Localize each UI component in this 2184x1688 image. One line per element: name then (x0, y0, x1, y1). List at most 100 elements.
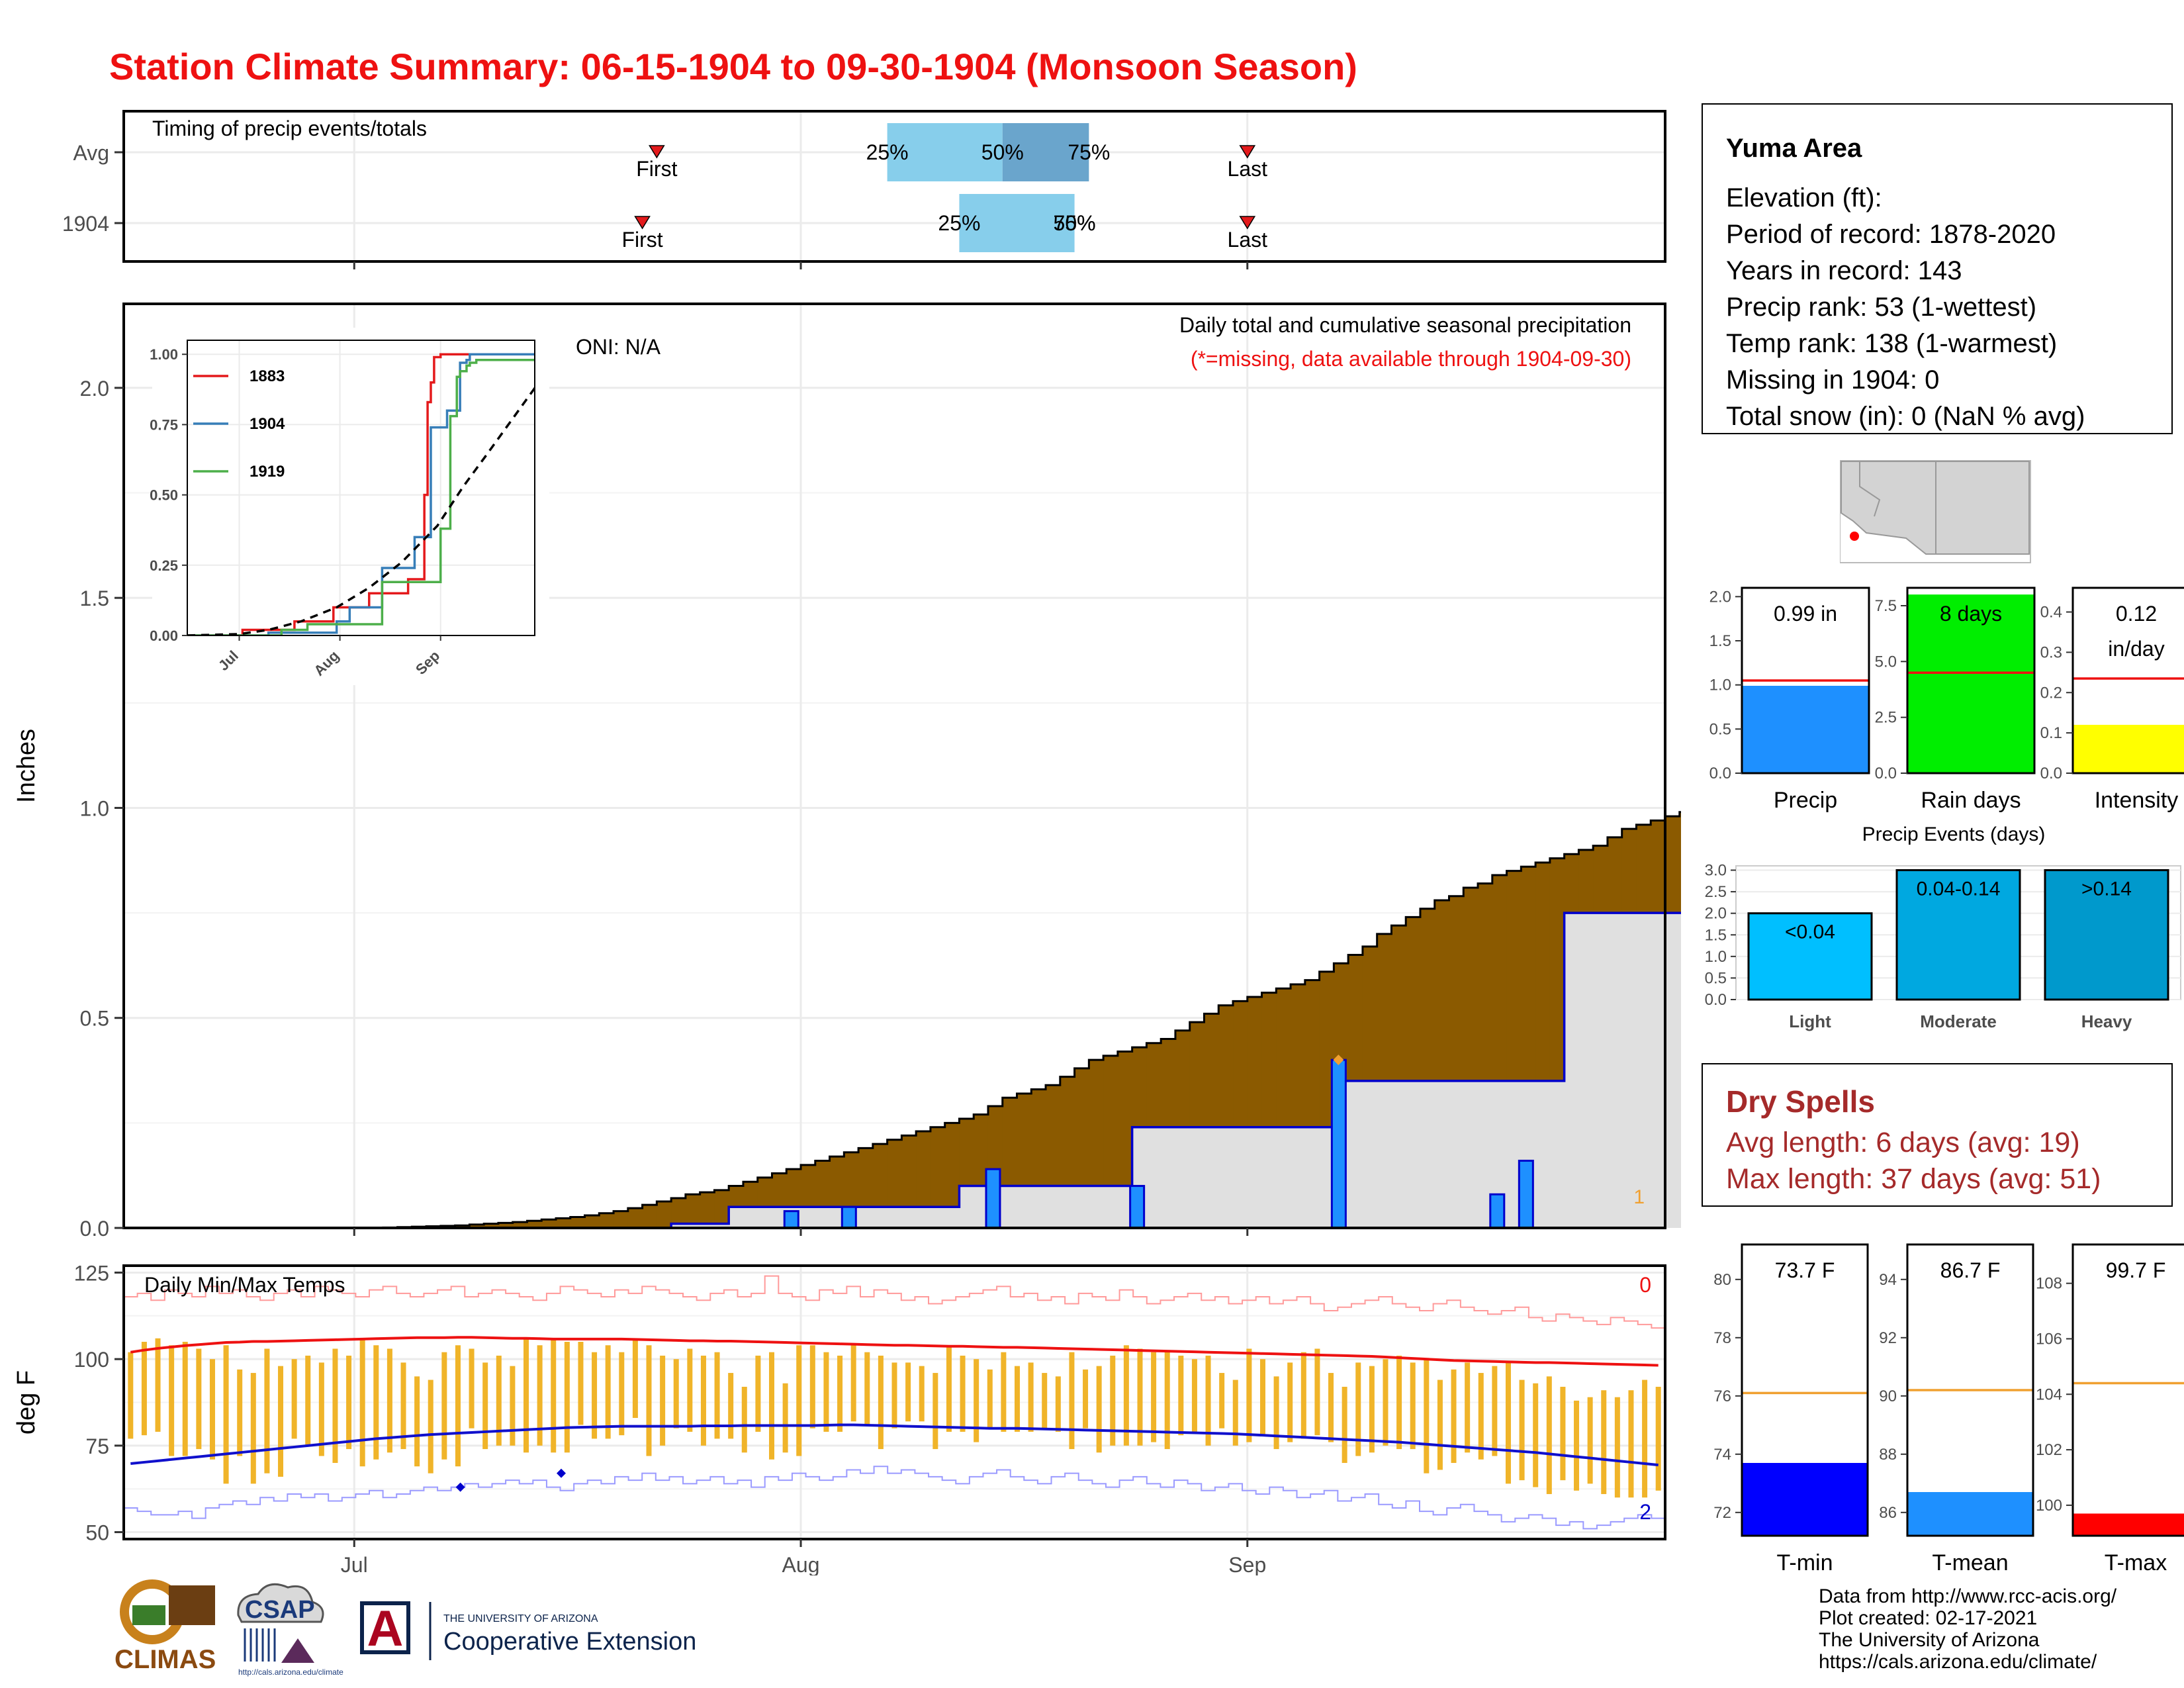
temp-range-bar (741, 1386, 747, 1453)
inset-plot-area (187, 340, 535, 635)
temp-range-bar (346, 1355, 352, 1450)
precip-deficit-area (1247, 997, 1263, 1127)
precip-deficit-area (1218, 1005, 1234, 1127)
temp-range-bar (1560, 1386, 1566, 1481)
tmean-y-tick-label: 88 (1879, 1446, 1897, 1464)
intensity-y-tick-label: 0.0 (2040, 765, 2062, 782)
temp-range-bar (1096, 1366, 1102, 1453)
events-bar (1747, 912, 1873, 1001)
temp-range-bar (400, 1362, 406, 1450)
dry-box-border (1702, 1063, 2173, 1207)
precip-total-value-label: 0.99 in (1774, 602, 1837, 626)
tmin-y-tick-label: 76 (1713, 1387, 1731, 1405)
precip-max-marker (1333, 1055, 1344, 1066)
precip-deficit-area (1089, 1060, 1104, 1186)
inset-legend-label: 1883 (250, 367, 285, 385)
rain-days-y-tick-label: 2.5 (1875, 709, 1897, 727)
precip-daily-bar (841, 1205, 857, 1229)
tmax-border (2071, 1243, 2184, 1537)
temp-range-bar (332, 1348, 338, 1463)
temp-range-bar (1219, 1373, 1225, 1429)
temp-range-bar (128, 1352, 134, 1439)
temp-range-bar (632, 1338, 638, 1419)
ua-logo-monogram: A (367, 1601, 404, 1657)
precip-daily-bar (985, 1168, 1001, 1229)
events-y-tick-label: 2.0 (1705, 905, 1727, 923)
temp-range-bar (1110, 1355, 1116, 1446)
timing-last-marker (1239, 216, 1256, 230)
precip-deficit-area (815, 1160, 831, 1207)
precip-deficit-area (614, 1211, 629, 1228)
temp-range-bar (1642, 1380, 1648, 1498)
precip-deficit-area (1204, 1013, 1219, 1127)
temp-range-bar (414, 1376, 420, 1467)
station-info-line: Total snow (in): 0 (NaN % avg) (1726, 402, 2085, 431)
precip-deficit-area (1636, 824, 1651, 914)
coop-logo-small-text: THE UNIVERSITY OF ARIZONA (443, 1613, 598, 1624)
temp-range-bar (373, 1345, 379, 1460)
rain-days-border (1906, 586, 2036, 774)
precip-deficit-area (1304, 980, 1320, 1127)
precip-deficit-area (527, 1221, 542, 1228)
events-y-tick-label: 1.0 (1705, 948, 1727, 966)
normal-min-line (130, 1423, 1659, 1467)
temp-range-bar (1519, 1380, 1525, 1481)
events-bar-label: 0.04-0.14 (1917, 878, 2001, 900)
tmean-value-label: 86.7 F (1940, 1258, 2001, 1282)
precip-deficit-area (974, 1114, 989, 1186)
temp-range-bar (1342, 1386, 1347, 1463)
intensity-value-label: 0.12 (2116, 602, 2157, 626)
temp-range-bar (1246, 1348, 1252, 1442)
tmean-y-tick-label: 94 (1879, 1271, 1897, 1289)
timing-first-label: First (636, 157, 677, 181)
precip-deficit-area (1621, 829, 1637, 914)
precip-deficit-area (1233, 1001, 1248, 1127)
precip-avg-cumulative-line (124, 811, 1681, 1229)
precip-deficit-area (1017, 1093, 1032, 1186)
precip-total-y-tick-label: 0.5 (1709, 720, 1731, 738)
rain-days-category-label: Rain days (1921, 788, 2021, 813)
csap-logo-cloud (237, 1583, 324, 1623)
temp-range-bar (714, 1352, 720, 1439)
tmean-y-tick-label: 90 (1879, 1387, 1897, 1405)
precip-deficit-area (1521, 867, 1536, 1081)
dry-spells-max: Max length: 37 days (avg: 51) (1726, 1163, 2101, 1195)
precip-deficit-area (714, 1190, 729, 1224)
precip-deficit-area (1463, 888, 1479, 1081)
precip-total-y-tick-label: 0.0 (1709, 765, 1731, 782)
temp-range-bar (223, 1345, 229, 1484)
rain-days-y-tick-label: 7.5 (1875, 597, 1897, 615)
precip-deficit-area (541, 1219, 557, 1228)
events-y-tick-label: 0.0 (1705, 991, 1727, 1009)
station-info-line: Years in record: 143 (1726, 256, 1962, 285)
precip-deficit-area (772, 1173, 787, 1207)
oni-label: ONI: N/A (576, 335, 661, 359)
tmean-bar (1907, 1492, 2033, 1536)
csap-logo-url: http://cals.arizona.edu/climate (238, 1667, 343, 1677)
precip-daily-bar (1330, 1058, 1347, 1229)
temps-x-tick-label: Jul (341, 1553, 368, 1575)
tmin-value-label: 73.7 F (1775, 1258, 1835, 1282)
timing-row-label: 1904 (62, 212, 109, 236)
precip-daily-bar (1489, 1193, 1506, 1229)
precip-deficit-area (1002, 1098, 1018, 1186)
inset-y-tick-label: 1.00 (150, 346, 178, 363)
precip-deficit-area (1046, 1085, 1061, 1186)
temp-range-bar (673, 1359, 679, 1429)
precip-deficit-area (829, 1156, 844, 1207)
precip-deficit-area (729, 1186, 744, 1207)
precip-deficit-area (1132, 1047, 1148, 1127)
temps-y-tick-label: 50 (85, 1521, 109, 1545)
temp-range-bar (755, 1355, 761, 1432)
temp-range-bar (1055, 1376, 1061, 1432)
climas-logo-block (169, 1585, 215, 1625)
precip-deficit-area (1291, 984, 1306, 1127)
rain-days-y-tick-label: 0.0 (1875, 765, 1897, 782)
temp-range-bar (1314, 1348, 1320, 1436)
timing-row-label: Avg (73, 141, 109, 165)
inset-y-tick-label: 0.50 (150, 487, 178, 504)
temp-range-bar (1601, 1390, 1607, 1495)
precip-deficit-area (916, 1131, 931, 1207)
